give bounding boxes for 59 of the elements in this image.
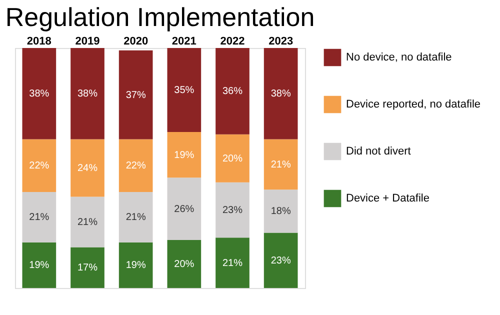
bar — [264, 190, 298, 233]
data-label: 18% — [270, 206, 291, 218]
data-label: 24% — [77, 163, 98, 174]
legend-label: Device + Datafile — [346, 192, 430, 204]
bar — [118, 139, 153, 192]
data-label: 19% — [126, 260, 146, 272]
data-label: 35% — [174, 85, 194, 96]
data-label: 19% — [29, 260, 50, 272]
bar — [264, 48, 298, 140]
data-label: 38% — [29, 88, 50, 100]
data-label: 23% — [270, 255, 291, 266]
x-tick-label: 2018 — [26, 36, 52, 48]
data-label: 21% — [126, 212, 146, 224]
data-label: 19% — [174, 150, 194, 161]
bar — [167, 178, 202, 240]
bar — [22, 242, 56, 288]
bar — [118, 192, 153, 242]
legend-label: Did not divert — [346, 146, 411, 158]
bar — [216, 182, 250, 238]
data-label: 21% — [77, 217, 98, 228]
bar — [70, 247, 104, 288]
data-label: 21% — [270, 159, 291, 170]
bar — [216, 238, 250, 288]
data-label: 22% — [126, 160, 146, 172]
data-label: 22% — [29, 160, 50, 172]
bar — [22, 192, 56, 242]
bar — [167, 132, 202, 178]
bar — [22, 48, 56, 140]
bar — [167, 240, 202, 288]
data-label: 20% — [222, 153, 243, 164]
data-label: 26% — [174, 204, 194, 215]
bar — [216, 48, 250, 134]
bar — [118, 50, 153, 140]
chart-title: Regulation Implementation — [5, 2, 315, 32]
x-tick-label: 2019 — [75, 36, 100, 48]
data-label: 21% — [29, 212, 50, 224]
x-tick-label: 2022 — [220, 36, 245, 48]
bar — [22, 139, 56, 192]
bar — [264, 139, 298, 190]
data-label: 20% — [174, 259, 194, 270]
data-label: 38% — [270, 88, 291, 100]
bar — [167, 48, 202, 132]
bar — [264, 232, 298, 288]
data-label: 21% — [222, 258, 243, 269]
data-label: 37% — [126, 90, 146, 101]
data-label: 36% — [222, 86, 243, 98]
bar — [70, 48, 104, 140]
x-tick-label: 2020 — [124, 36, 148, 48]
legend-label: No device, no datafile — [346, 52, 452, 64]
bar — [216, 134, 250, 182]
bar — [70, 196, 104, 248]
bar — [118, 242, 153, 288]
x-tick-label: 2023 — [268, 36, 294, 48]
bar — [70, 139, 104, 197]
data-label: 23% — [222, 205, 243, 216]
data-label: 17% — [77, 262, 98, 274]
x-tick-label: 2021 — [172, 36, 196, 48]
data-label: 38% — [77, 88, 98, 100]
legend-label: Device reported, no datafile — [346, 98, 481, 110]
